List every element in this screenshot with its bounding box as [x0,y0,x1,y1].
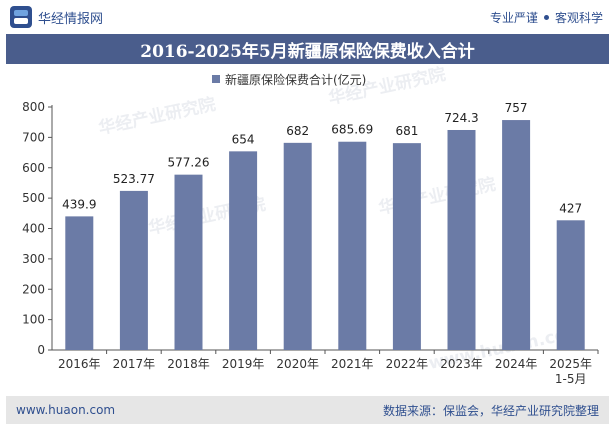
bar [392,143,421,350]
x-tick-label: 2021年 [331,357,374,371]
data-label: 577.26 [168,156,210,170]
data-label: 685.69 [331,123,373,137]
brand: 华经情报网 [10,6,103,28]
tagline: 专业严谨 客观科学 [490,9,603,26]
y-tick-label: 700 [22,130,45,144]
bar [65,216,94,350]
y-tick-label: 600 [22,161,45,175]
bar [119,190,148,350]
x-tick-label: 2020年 [276,357,319,371]
footer-bar: www.huaon.com 数据来源：保监会，华经产业研究院整理 [6,396,609,424]
x-tick-label: 2018年 [167,357,210,371]
bar [174,174,203,350]
data-label: 427 [559,201,582,215]
chart-title: 2016-2025年5月新疆原保险保费收入合计 [6,34,609,64]
y-tick-label: 800 [22,100,45,114]
legend-label: 新疆原保险保费合计(亿元) [225,72,366,87]
x-tick-label: 2025年 [549,357,592,371]
y-tick-label: 400 [22,222,45,236]
website-link[interactable]: www.huaon.com [16,403,116,417]
bar-chart: 华经产业研究院华经产业研究院华经产业研究院华经产业研究院www.huaon.co… [22,64,599,386]
brand-name: 华经情报网 [38,11,104,27]
data-label: 439.9 [62,197,96,211]
x-tick-label: 2022年 [386,357,429,371]
bar [447,129,476,350]
x-tick-label: 2017年 [113,357,156,371]
y-tick-label: 300 [22,252,45,266]
data-label: 682 [286,124,309,138]
data-label: 757 [505,101,528,115]
bar [338,141,367,350]
x-tick-label: 2024年 [495,357,538,371]
x-tick-label: 1-5月 [555,372,587,386]
separator-dot-icon [543,14,549,20]
x-tick-label: 2023年 [440,357,483,371]
huajing-logo-icon [10,6,32,28]
y-tick-label: 500 [22,191,45,205]
watermark: 华经产业研究院 [97,94,218,139]
bar [502,120,531,350]
legend-swatch [212,75,220,83]
data-label: 523.77 [113,172,155,186]
y-tick-label: 100 [22,313,45,327]
bar [283,142,312,350]
bar [229,151,258,350]
tagline-right: 客观科学 [554,10,603,25]
data-label: 654 [232,132,255,146]
y-tick-label: 200 [22,282,45,296]
data-label: 724.3 [444,111,478,125]
y-tick-label: 0 [37,343,45,357]
bar [556,220,585,350]
data-source: 数据来源：保监会，华经产业研究院整理 [382,403,599,418]
tagline-left: 专业严谨 [489,10,538,25]
header-bar: 华经情报网 专业严谨 客观科学 [0,0,615,34]
data-label: 681 [395,124,418,138]
x-tick-label: 2019年 [222,357,265,371]
x-tick-label: 2016年 [58,357,101,371]
